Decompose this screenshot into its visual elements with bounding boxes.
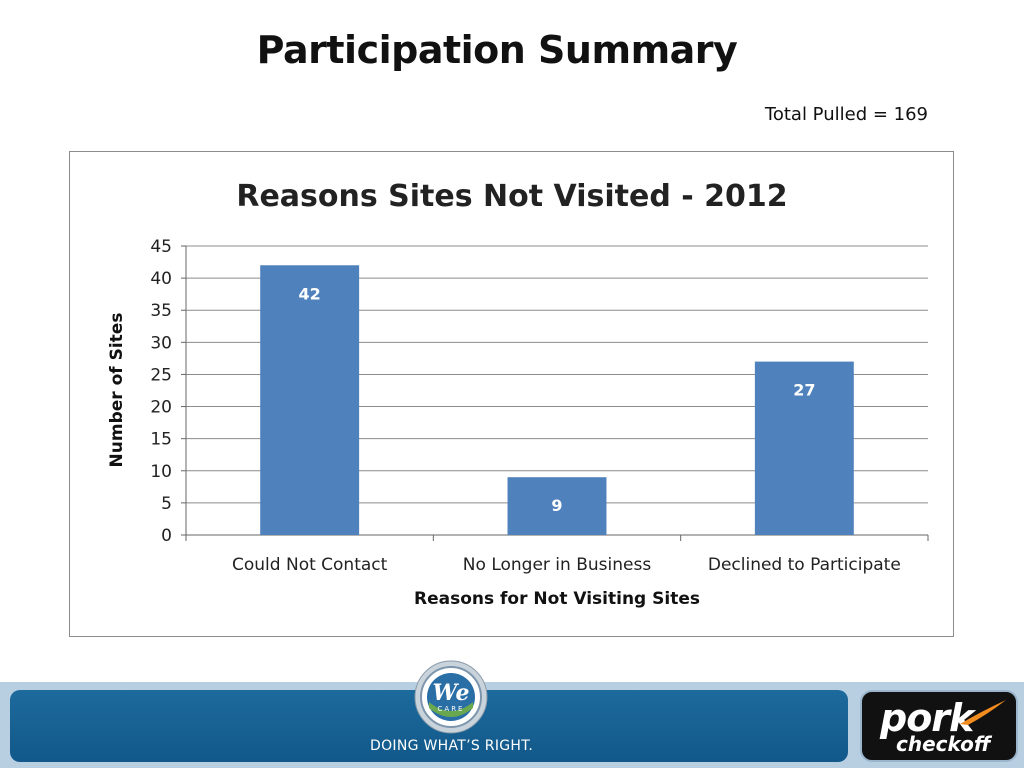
x-category-label: Could Not Contact (232, 555, 388, 575)
y-tick-label: 15 (150, 430, 172, 450)
y-tick-label: 40 (150, 269, 172, 289)
swoosh-icon (960, 700, 1006, 725)
bar-1 (507, 477, 607, 535)
bar-0 (260, 265, 360, 535)
total-pulled-note: Total Pulled = 169 (764, 104, 928, 125)
y-tick-label: 30 (150, 333, 172, 353)
slide-title: Participation Summary (256, 28, 738, 72)
y-tick-label: 35 (150, 301, 172, 321)
we-care-seal-logo: We CARE (414, 660, 488, 734)
footer-tagline: DOING WHAT’S RIGHT. (370, 738, 534, 754)
x-axis-title: Reasons for Not Visiting Sites (414, 589, 700, 609)
y-axis-title: Number of Sites (107, 313, 127, 468)
data-label: 9 (551, 496, 562, 515)
bars (260, 265, 854, 535)
data-label: 27 (793, 381, 815, 400)
logo-checkoff-text: checkoff (896, 732, 991, 756)
labels: 0 5 10 15 20 25 30 35 40 45 42 Could Not Contact 9 No… (150, 237, 900, 575)
chart-title: Reasons Sites Not Visited - 2012 (236, 179, 787, 214)
y-tick-label: 5 (161, 494, 172, 514)
x-category-label: Declined to Participate (708, 555, 901, 575)
logo-pork-text: pork (880, 696, 974, 740)
bar-2 (754, 361, 854, 535)
y-tick-label: 0 (161, 526, 172, 546)
seal-care-text: CARE (438, 705, 465, 713)
data-label: 42 (299, 284, 321, 303)
seal-we-text: We (433, 680, 470, 706)
chart-frame: Reasons Sites Not Visited - 2012 0 5 10 15 2… (69, 151, 954, 637)
pork-checkoff-logo: pork checkoff (860, 690, 1018, 762)
x-category-label: No Longer in Business (463, 555, 652, 575)
y-tick-label: 25 (150, 365, 172, 385)
bar-chart: Reasons Sites Not Visited - 2012 0 5 10 15 2… (107, 179, 929, 609)
y-tick-label: 45 (150, 237, 172, 257)
y-tick-label: 20 (150, 398, 172, 418)
y-tick-label: 10 (150, 462, 172, 482)
